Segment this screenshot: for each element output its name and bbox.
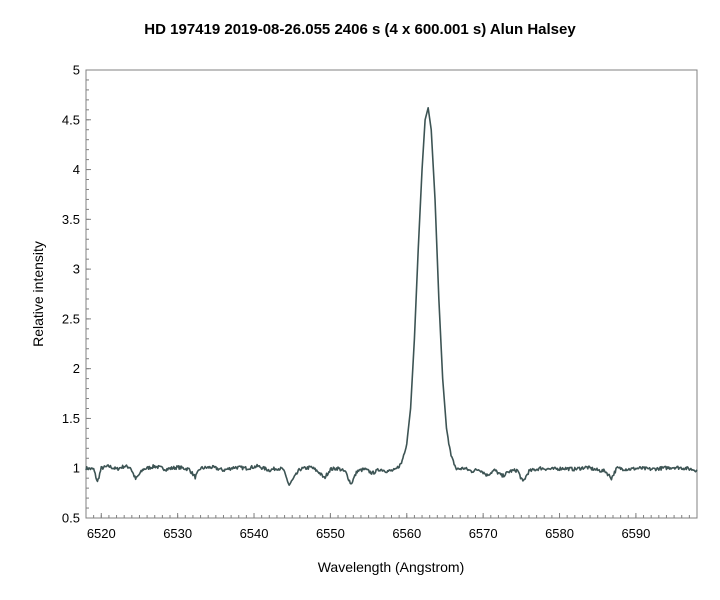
- chart-title: HD 197419 2019-08-26.055 2406 s (4 x 600…: [144, 21, 576, 38]
- x-tick-label: 6590: [621, 526, 650, 541]
- y-tick-label: 3.5: [62, 212, 80, 227]
- y-axis: 0.5 1 1.5 2 2.5 3 3.5 4 4.5 5: [62, 63, 91, 526]
- y-tick-label: 1: [73, 461, 80, 476]
- y-tick-label: 5: [73, 63, 80, 78]
- spectrum-series-line: [85, 107, 698, 486]
- y-tick-label: 3: [73, 262, 80, 277]
- x-tick-label: 6520: [87, 526, 116, 541]
- y-tick-label: 4: [73, 162, 80, 177]
- y-tick-label: 2.5: [62, 311, 80, 326]
- x-tick-label: 6570: [469, 526, 498, 541]
- x-tick-label: 6560: [392, 526, 421, 541]
- x-tick-label: 6550: [316, 526, 345, 541]
- x-tick-label: 6580: [545, 526, 574, 541]
- plot-frame: [85, 69, 698, 519]
- x-tick-label: 6530: [163, 526, 192, 541]
- y-tick-label: 2: [73, 361, 80, 376]
- y-tick-label: 4.5: [62, 112, 80, 127]
- y-tick-label: 1.5: [62, 411, 80, 426]
- x-tick-label: 6540: [240, 526, 269, 541]
- y-tick-label: 0.5: [62, 511, 80, 526]
- y-axis-label: Relative intensity: [30, 241, 46, 347]
- x-axis-label: Wavelength (Angstrom): [318, 559, 465, 575]
- x-axis: 6520 6530 6540 6550 6560 6570 6580 6590: [85, 513, 698, 541]
